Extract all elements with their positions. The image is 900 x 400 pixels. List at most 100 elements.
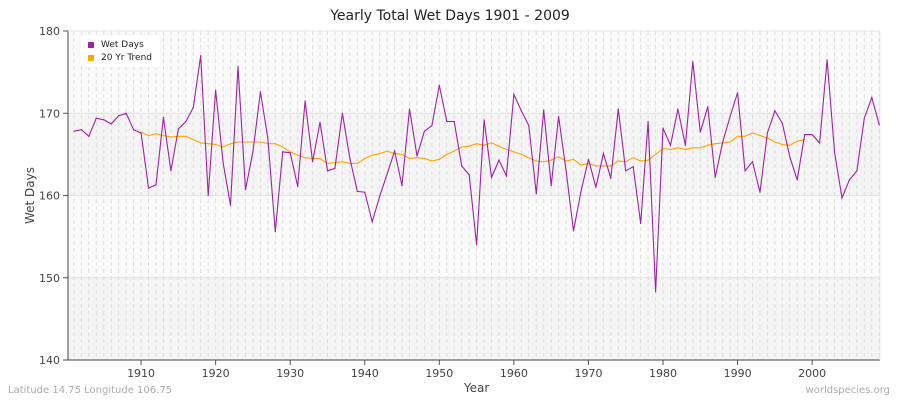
- wet-days-point: [774, 110, 776, 112]
- wet-days-point: [520, 110, 522, 112]
- wet-days-point: [237, 65, 239, 67]
- wet-days-point: [856, 170, 858, 172]
- wet-days-point: [543, 109, 545, 111]
- wet-days-point: [326, 170, 329, 172]
- x-tick-label: 1910: [127, 367, 155, 380]
- trend-point: [640, 160, 642, 162]
- trend-point: [319, 157, 321, 160]
- trend-point: [736, 135, 739, 137]
- wet-days-point: [80, 129, 83, 131]
- trend-point: [550, 159, 552, 161]
- wet-days-point: [334, 167, 336, 169]
- plot-band: [68, 277, 880, 360]
- chart-title: Yearly Total Wet Days 1901 - 2009: [330, 8, 570, 24]
- wet-days-point: [766, 132, 769, 134]
- footer-source: worldspecies.org: [805, 385, 890, 396]
- trend-point: [662, 148, 664, 150]
- trend-point: [677, 147, 679, 149]
- wet-days-point: [498, 159, 500, 161]
- trend-point: [386, 150, 388, 152]
- wet-days-point: [341, 112, 343, 114]
- wet-days-point: [647, 120, 649, 123]
- wet-days-point: [722, 141, 724, 143]
- wet-days-point: [453, 120, 455, 123]
- wet-days-point: [170, 170, 172, 172]
- wet-days-point: [513, 93, 515, 95]
- wet-days-point: [677, 108, 679, 110]
- wet-days-point: [274, 231, 276, 233]
- wet-days-point: [610, 177, 612, 179]
- trend-point: [304, 157, 306, 159]
- wet-days-point: [804, 134, 806, 136]
- wet-days-point: [133, 129, 135, 131]
- wet-days-point: [259, 91, 261, 93]
- wet-days-point: [207, 194, 209, 197]
- trend-point: [714, 143, 716, 145]
- wet-days-point: [744, 170, 746, 172]
- legend-swatch-trend: [88, 54, 94, 61]
- wet-days-point: [602, 152, 604, 155]
- trend-point: [483, 144, 485, 146]
- wet-days-point: [364, 191, 366, 193]
- trend-point: [155, 133, 157, 135]
- trend-point: [356, 162, 358, 165]
- trend-point: [192, 138, 194, 141]
- wet-days-point: [714, 176, 716, 179]
- trend-point: [349, 162, 351, 165]
- wet-days-point: [692, 60, 694, 63]
- trend-point: [371, 154, 373, 156]
- wet-days-point: [863, 117, 865, 119]
- wet-days-point: [73, 130, 75, 132]
- wet-days-point: [654, 291, 657, 293]
- legend-item-wet-days: Wet Days: [88, 38, 152, 51]
- x-tick-label: 1940: [351, 367, 379, 380]
- trend-point: [200, 142, 202, 144]
- wet-days-point: [632, 166, 634, 168]
- footer-location: Latitude 14.75 Longitude 106.75: [8, 385, 173, 396]
- wet-days-point: [215, 89, 217, 91]
- wet-days-point: [110, 123, 112, 125]
- trend-point: [513, 151, 515, 153]
- wet-days-point: [707, 106, 709, 108]
- wet-days-point: [580, 190, 582, 192]
- x-tick-label: 1950: [425, 367, 453, 380]
- wet-days-point: [595, 186, 597, 188]
- trend-point: [729, 141, 731, 143]
- wet-days-point: [736, 92, 739, 94]
- wet-days-point: [572, 230, 575, 232]
- trend-point: [669, 148, 672, 151]
- trend-point: [610, 165, 612, 167]
- legend: Wet Days 20 Yr Trend: [80, 35, 161, 67]
- trend-point: [498, 145, 500, 147]
- y-tick-label: 150: [39, 272, 60, 285]
- trend-point: [774, 141, 776, 143]
- trend-point: [408, 157, 411, 160]
- wet-days-point: [267, 137, 269, 139]
- wet-days-point: [587, 158, 590, 160]
- trend-point: [535, 160, 537, 162]
- x-tick-label: 1920: [202, 367, 230, 380]
- trend-point: [572, 158, 575, 160]
- wet-days-point: [819, 142, 821, 144]
- trend-point: [401, 153, 403, 155]
- plot-band: [68, 31, 880, 114]
- trend-point: [699, 147, 701, 149]
- trend-point: [453, 150, 455, 152]
- trend-point: [468, 145, 470, 147]
- trend-point: [595, 165, 597, 167]
- wet-days-point: [871, 97, 873, 99]
- trend-point: [416, 157, 418, 159]
- wet-days-point: [699, 131, 701, 133]
- x-tick-label: 1990: [724, 367, 752, 380]
- y-tick-label: 140: [39, 354, 60, 367]
- wet-days-point: [162, 116, 165, 118]
- trend-point: [796, 140, 798, 142]
- trend-point: [177, 135, 179, 137]
- trend-point: [684, 148, 686, 151]
- x-tick-label: 2000: [798, 367, 826, 380]
- wet-days-point: [155, 184, 157, 186]
- trend-point: [528, 157, 530, 159]
- plot-band: [68, 195, 880, 278]
- x-axis-label: Year: [463, 381, 489, 395]
